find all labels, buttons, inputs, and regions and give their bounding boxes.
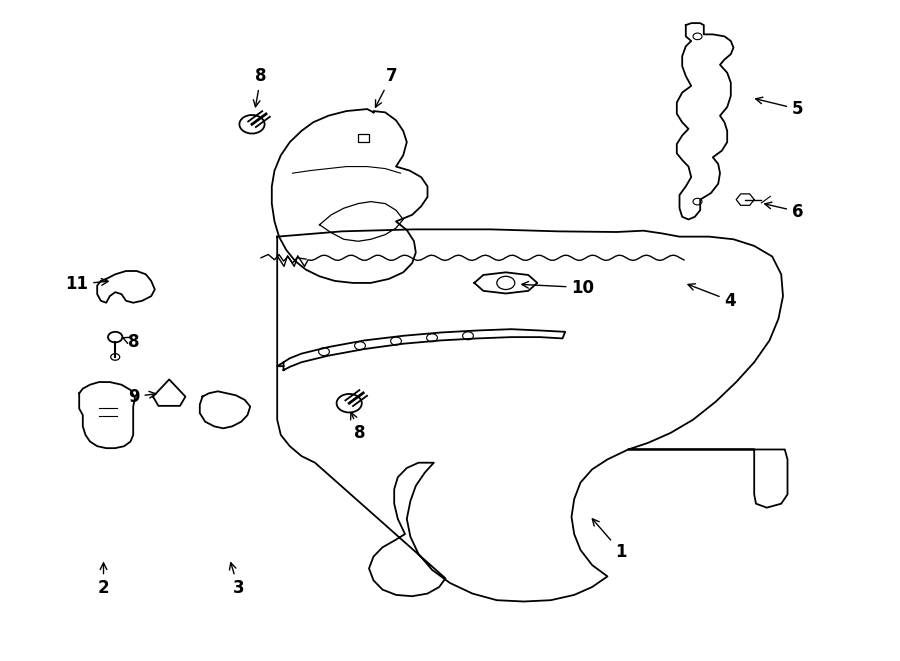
Text: 4: 4 (688, 284, 736, 310)
Text: 8: 8 (122, 333, 140, 352)
Text: 7: 7 (375, 67, 397, 107)
Text: 6: 6 (765, 202, 804, 221)
Text: 8: 8 (351, 412, 365, 442)
Text: 8: 8 (254, 67, 266, 107)
Text: 11: 11 (65, 275, 108, 293)
Text: 1: 1 (592, 519, 626, 561)
Text: 9: 9 (128, 387, 156, 406)
Text: 10: 10 (522, 278, 595, 297)
Bar (358, 134, 369, 142)
Text: 5: 5 (756, 97, 804, 118)
Text: 2: 2 (98, 563, 109, 598)
Text: 3: 3 (230, 563, 244, 598)
